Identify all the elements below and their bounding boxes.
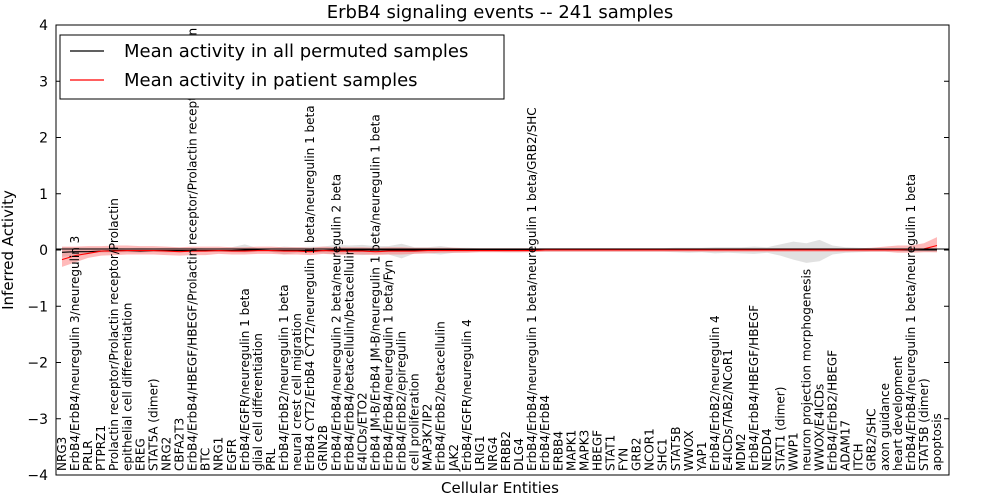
patient-mean-line (61, 244, 938, 261)
y-tick-label: 3 (39, 74, 48, 90)
category-label: ITCH (852, 443, 866, 471)
category-label: STAT5A (dimer) (146, 378, 160, 471)
patient-band (62, 237, 937, 267)
category-label: ErbB4/ErbB4 (538, 395, 552, 471)
legend-entry-patient: Mean activity in patient samples (124, 70, 418, 91)
category-label: neuron projection morphogenesis (799, 269, 813, 471)
legend-box (59, 34, 505, 100)
category-label: NRG3 (55, 437, 69, 471)
category-label: GRB2/SHC (865, 408, 879, 471)
category-label: neural crest cell migration (290, 313, 304, 471)
y-tick-label: 2 (39, 131, 48, 147)
category-label: STAT1 (dimer) (773, 387, 787, 471)
category-label: STAT5B (dimer) (917, 378, 931, 471)
category-labels: NRG3 ErbB4/ErbB4/neuregulin 3/neuregulin … (55, 28, 944, 472)
category-label: JAK2 (447, 444, 461, 472)
category-label: ErbB4/ErbB4/betacellulin/betacellulin (342, 248, 356, 471)
category-label: ERBB2 (499, 431, 513, 471)
chart-title: ErbB4 signaling events -- 241 samples (327, 2, 674, 23)
category-label: ErbB4/ErbB4/neuregulin 3/neuregulin 3 (68, 236, 82, 471)
category-label: ErbB4/ErbB2/neuregulin 1 beta (277, 284, 291, 471)
y-tick-label: 1 (39, 187, 48, 203)
category-label: BTC (199, 448, 213, 471)
category-label: ErbB4/ErbB2/epiregulin (395, 331, 409, 471)
category-label: ErbB4/ErbB4/neuregulin 1 beta/neuregulin… (904, 174, 918, 471)
category-label: GRB2 (630, 437, 644, 471)
category-label: SHC1 (656, 438, 670, 471)
category-label: ErbB4/EGFR/neuregulin 1 beta (238, 288, 252, 471)
category-label: NEDD4 (760, 428, 774, 471)
y-tick-label: −2 (27, 356, 48, 372)
category-label: ErbB4/ErbB4/HBEGF/HBEGF (747, 305, 761, 471)
y-tick-label: −4 (27, 468, 48, 484)
category-label: PTPRZ1 (94, 425, 108, 471)
category-label: WWOX/E4ICDs (813, 384, 827, 471)
y-tick-label: 0 (39, 243, 48, 259)
category-label: WWOX (682, 430, 696, 471)
category-label: ADAM17 (839, 420, 853, 471)
category-label: glial cell differentiation (251, 333, 265, 471)
category-label: PRLR (81, 440, 95, 471)
category-label: ErbB4/ErbB2/HBEGF (826, 350, 840, 471)
category-label: ERBB4 (551, 431, 565, 471)
category-label: E4ICDs/TAB2/NCoR1 (721, 349, 735, 471)
legend-entry-permuted: Mean activity in all permuted samples (124, 41, 468, 62)
category-label: ErbB4 JM-B/ErbB4 JM-B/neuregulin 1 beta/… (368, 114, 382, 471)
category-label: epithelial cell differentiation (120, 303, 134, 471)
category-label: axon guidance (878, 383, 892, 471)
category-label: NRG1 (212, 437, 226, 471)
category-label: ErbB4/ErbB4/neuregulin 1 beta/neuregulin… (525, 107, 539, 471)
confidence-bands (62, 237, 937, 267)
category-label: ErbB4 CYT2/ErbB4 CYT2/neuregulin 1 beta/… (303, 105, 317, 471)
category-label: ErbB4/ErbB4/neuregulin 1 beta/Fyn (382, 260, 396, 471)
category-label: E4ICDs/ETO2 (355, 392, 369, 471)
category-label: heart development (891, 356, 905, 471)
category-label: EREG (133, 438, 147, 471)
series-lines (61, 244, 938, 261)
permuted-band (62, 239, 937, 263)
category-label: PRL (264, 448, 278, 471)
category-label: CBFA2T3 (173, 418, 187, 471)
x-axis-label: Cellular Entities (441, 479, 559, 497)
category-label: cell proliferation (408, 373, 422, 471)
category-label: ErbB4/EGFR/neuregulin 4 (460, 319, 474, 471)
category-label: STAT1 (604, 435, 618, 471)
category-label: ErbB4/ErbB2/betacellulin (434, 321, 448, 471)
category-label: FYN (617, 448, 631, 471)
category-label: ErbB4/ErbB4/HBEGF/HBEGF/Prolactin recept… (186, 28, 200, 471)
y-tick-label: 4 (39, 18, 48, 34)
y-axis: −4 −3 −2 −1 0 1 2 3 4 (27, 18, 949, 484)
category-label: WWP1 (786, 432, 800, 471)
category-label: MAPK1 (564, 430, 578, 471)
category-label: NRG2 (160, 437, 174, 471)
y-axis-label: Inferred Activity (0, 190, 17, 310)
category-label: Prolactin receptor/Prolactin receptor/Pr… (107, 198, 121, 471)
category-label: GRIN2B (316, 425, 330, 471)
category-label: ErbB4/ErbB2/neuregulin 4 (708, 315, 722, 471)
category-label: NRG4 (486, 437, 500, 471)
category-label: MAPK3 (577, 430, 591, 471)
category-label: YAP1 (695, 442, 709, 472)
category-label: DLG4 (512, 438, 526, 471)
legend: Mean activity in all permuted samples Me… (59, 34, 505, 100)
category-label: apoptosis (930, 413, 944, 471)
category-label: EGFR (225, 439, 239, 471)
y-tick-label: −3 (27, 412, 48, 428)
category-label: MAP3K7IP2 (421, 404, 435, 471)
category-label: STAT5B (669, 427, 683, 472)
category-label: MDM2 (734, 433, 748, 471)
y-tick-label: −1 (27, 299, 48, 315)
category-label: NCOR1 (643, 428, 657, 471)
category-label: ErbB4/ErbB4/neuregulin 2 beta/neuregulin… (329, 174, 343, 471)
category-label: HBEGF (590, 430, 604, 471)
category-label: LRIG1 (473, 436, 487, 472)
